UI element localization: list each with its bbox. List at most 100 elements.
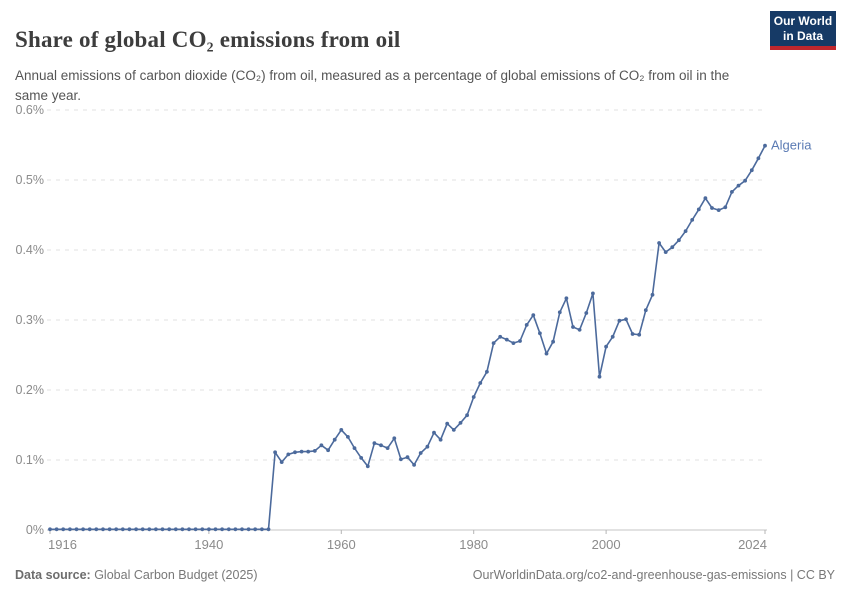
data-point[interactable] [213, 527, 218, 532]
data-point[interactable] [498, 334, 503, 339]
data-point[interactable] [763, 143, 767, 148]
data-point[interactable] [253, 527, 258, 532]
data-point[interactable] [61, 527, 66, 532]
data-point[interactable] [306, 449, 311, 454]
trend-line[interactable] [49, 144, 766, 531]
data-point[interactable] [352, 446, 357, 450]
data-point[interactable] [624, 317, 628, 322]
data-point[interactable] [180, 527, 185, 532]
data-point[interactable] [101, 527, 105, 532]
data-point[interactable] [220, 527, 225, 532]
data-point[interactable] [524, 323, 529, 327]
data-point[interactable] [703, 196, 708, 201]
data-point[interactable] [94, 527, 99, 532]
data-point[interactable] [730, 190, 734, 194]
data-point[interactable] [233, 527, 238, 532]
data-point[interactable] [485, 369, 489, 374]
data-point[interactable] [723, 205, 728, 210]
data-point[interactable] [279, 460, 284, 464]
data-point[interactable] [286, 452, 291, 457]
owid-url-text[interactable]: OurWorldinData.org/co2-and-greenhouse-ga… [472, 568, 835, 582]
data-point[interactable] [68, 527, 72, 532]
entity-label[interactable]: Algeria [771, 138, 812, 153]
data-point[interactable] [346, 435, 350, 439]
data-point[interactable] [657, 241, 661, 245]
data-point[interactable] [617, 318, 622, 323]
data-point[interactable] [293, 450, 297, 455]
data-point[interactable] [147, 527, 152, 532]
data-point[interactable] [246, 527, 251, 532]
data-point[interactable] [339, 428, 344, 432]
data-point[interactable] [551, 339, 555, 344]
data-point[interactable] [677, 238, 681, 243]
data-point[interactable] [504, 337, 509, 342]
data-point[interactable] [438, 437, 443, 442]
data-point[interactable] [48, 527, 52, 532]
data-point[interactable] [458, 421, 463, 425]
data-point[interactable] [465, 413, 469, 418]
data-point[interactable] [604, 344, 608, 349]
data-point[interactable] [187, 527, 191, 532]
data-point[interactable] [716, 208, 721, 212]
data-point[interactable] [663, 250, 668, 255]
data-point[interactable] [140, 527, 145, 532]
data-point[interactable] [478, 381, 483, 385]
data-point[interactable] [120, 527, 125, 532]
data-point[interactable] [240, 527, 244, 532]
data-point[interactable] [299, 449, 304, 454]
data-point[interactable] [266, 527, 271, 532]
data-point[interactable] [405, 455, 410, 460]
data-point[interactable] [743, 178, 747, 183]
data-point[interactable] [690, 218, 695, 222]
data-point[interactable] [591, 291, 595, 296]
data-point[interactable] [544, 351, 549, 356]
data-point[interactable] [683, 229, 688, 234]
data-point[interactable] [643, 308, 648, 313]
data-point[interactable] [160, 527, 165, 532]
data-point[interactable] [451, 428, 456, 432]
data-point[interactable] [597, 374, 602, 379]
data-point[interactable] [518, 339, 522, 343]
data-point[interactable] [260, 527, 264, 532]
data-point[interactable] [312, 449, 317, 453]
data-point[interactable] [81, 527, 85, 532]
data-point[interactable] [332, 437, 337, 442]
data-point[interactable] [385, 446, 390, 450]
data-point[interactable] [200, 527, 205, 532]
data-point[interactable] [710, 206, 714, 210]
data-point[interactable] [134, 527, 139, 532]
data-point[interactable] [107, 527, 112, 532]
data-point[interactable] [418, 451, 423, 455]
data-point[interactable] [471, 395, 476, 399]
data-point[interactable] [577, 327, 582, 332]
data-point[interactable] [193, 527, 198, 532]
data-point[interactable] [326, 448, 330, 453]
data-point[interactable] [696, 207, 701, 212]
data-point[interactable] [365, 464, 370, 469]
data-point[interactable] [114, 527, 119, 532]
data-point[interactable] [756, 156, 761, 161]
data-point[interactable] [173, 527, 178, 532]
data-point[interactable] [749, 168, 754, 173]
data-point[interactable] [584, 311, 589, 315]
data-point[interactable] [511, 341, 516, 345]
data-point[interactable] [491, 341, 496, 345]
data-point[interactable] [379, 443, 383, 448]
data-point[interactable] [531, 313, 536, 317]
data-point[interactable] [557, 310, 562, 315]
data-point[interactable] [564, 296, 569, 301]
data-point[interactable] [571, 325, 575, 329]
data-point[interactable] [359, 456, 364, 460]
data-point[interactable] [637, 332, 642, 337]
data-point[interactable] [207, 527, 211, 532]
data-point[interactable] [74, 527, 79, 532]
data-point[interactable] [372, 441, 377, 446]
data-point[interactable] [630, 332, 635, 336]
citation-link[interactable]: OurWorldinData.org/co2-and-greenhouse-ga… [473, 568, 835, 582]
data-point[interactable] [319, 443, 324, 448]
data-point[interactable] [87, 527, 92, 532]
data-point[interactable] [650, 292, 655, 297]
data-point[interactable] [399, 457, 403, 462]
data-point[interactable] [610, 334, 615, 339]
data-point[interactable] [54, 527, 59, 532]
